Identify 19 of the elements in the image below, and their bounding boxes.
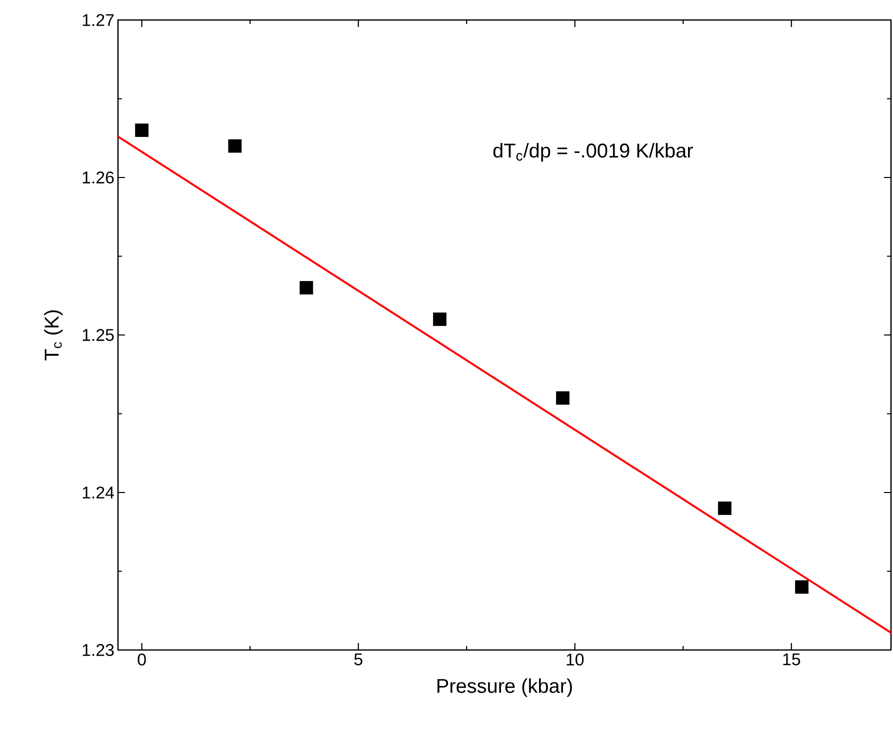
annotation: dT$_{c}$/dp = -.0019 K/kbar — [493, 143, 693, 162]
x-axis-title: Pressure (kbar) — [437, 678, 572, 697]
y-tick-label: 1.27 — [82, 14, 114, 26]
x-tick-label: 10 — [566, 654, 584, 666]
point — [300, 281, 314, 294]
point — [795, 580, 808, 594]
point — [228, 139, 242, 153]
x-tick-label: 5 — [354, 654, 362, 666]
y-tick-label: 1.23 — [82, 644, 114, 656]
point — [718, 502, 732, 515]
y-axis-title: T$_{c}$ (K) — [44, 310, 63, 360]
point — [433, 312, 446, 326]
x-tick-label: 0 — [138, 654, 146, 666]
y-tick-label: 1.24 — [82, 486, 114, 498]
y-tick-label: 1.26 — [82, 171, 114, 184]
point — [556, 391, 570, 405]
x-tick-label: 15 — [783, 654, 800, 666]
y-tick-label: 1.25 — [82, 329, 114, 341]
point — [135, 124, 149, 137]
